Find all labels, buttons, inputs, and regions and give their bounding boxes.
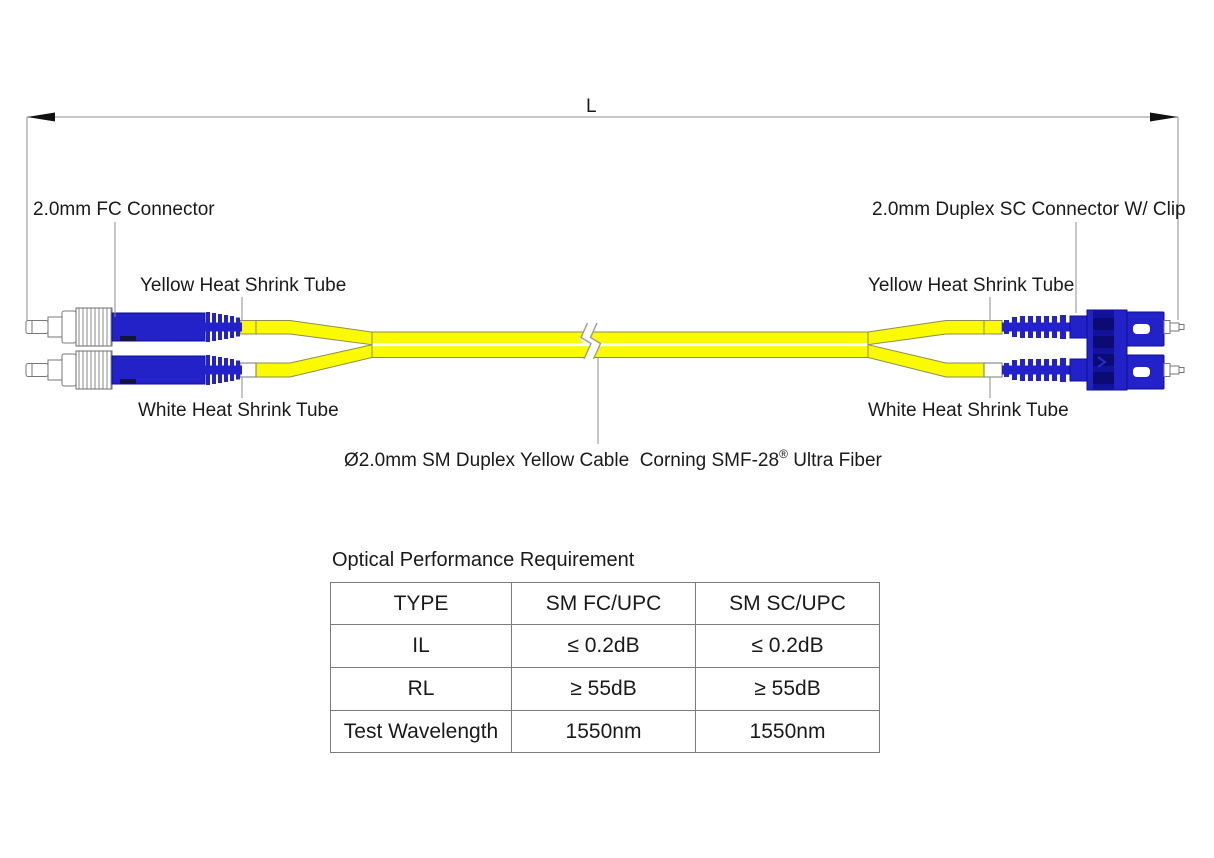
wavelength-sc-value: 1550nm [695,710,880,753]
sc-duplex-clip [1086,309,1128,391]
cable-break-symbol [580,322,602,362]
rl-sc-value: ≥ 55dB [695,667,880,711]
col-header-fc: SM FC/UPC [511,582,696,625]
cable-left-bottom [239,344,373,378]
col-header-sc: SM SC/UPC [695,582,880,625]
fc-connector-top [25,307,243,347]
cable-diagram: L [25,96,1186,471]
cable-right-bottom [867,344,1003,378]
cable-right-top [867,320,1003,346]
col-header-type: TYPE [330,582,512,625]
optical-performance-section: Optical Performance Requirement TYPE SM … [330,549,880,753]
yellow-heat-shrink-right [983,320,1003,335]
row-label-il: IL [330,624,512,668]
table-row-rl: RL ≥ 55dB ≥ 55dB [330,667,880,711]
sc-connector-label: 2.0mm Duplex SC Connector W/ Clip [872,199,1186,220]
cable-label: Ø2.0mm SM Duplex Yellow Cable Corning SM… [344,447,883,471]
cable-left-top [239,320,373,346]
row-label-rl: RL [330,667,512,711]
wavelength-fc-value: 1550nm [511,710,696,753]
sc-boot-bottom [1001,357,1088,383]
sc-boot-top [1001,314,1088,340]
white-heat-shrink-left [239,362,257,378]
dimension-arrow-right [1150,112,1178,122]
yellow-tube-right-label: Yellow Heat Shrink Tube [868,275,1074,296]
table-row-wavelength: Test Wavelength 1550nm 1550nm [330,710,880,753]
white-tube-right-label: White Heat Shrink Tube [868,400,1069,421]
sc-connector-body-bottom [1126,354,1185,390]
row-label-wavelength: Test Wavelength [330,710,512,753]
duplex-cable-band-split-line [372,343,868,347]
dimension-arrow-left [27,112,55,122]
white-heat-shrink-right [983,362,1003,378]
dimension-label: L [586,96,597,117]
yellow-tube-left-label: Yellow Heat Shrink Tube [140,275,346,296]
optical-performance-table: TYPE SM FC/UPC SM SC/UPC IL ≤ 0.2dB ≤ 0.… [330,582,880,753]
il-fc-value: ≤ 0.2dB [511,624,696,668]
il-sc-value: ≤ 0.2dB [695,624,880,668]
table-header-row: TYPE SM FC/UPC SM SC/UPC [330,582,880,625]
yellow-heat-shrink-left [239,320,257,335]
table-row-il: IL ≤ 0.2dB ≤ 0.2dB [330,624,880,668]
fc-connector-bottom [25,350,243,390]
rl-fc-value: ≥ 55dB [511,667,696,711]
white-tube-left-label: White Heat Shrink Tube [138,400,339,421]
table-title: Optical Performance Requirement [332,549,635,571]
fc-connector-label: 2.0mm FC Connector [33,199,215,220]
sc-connector-body-top [1126,311,1185,347]
